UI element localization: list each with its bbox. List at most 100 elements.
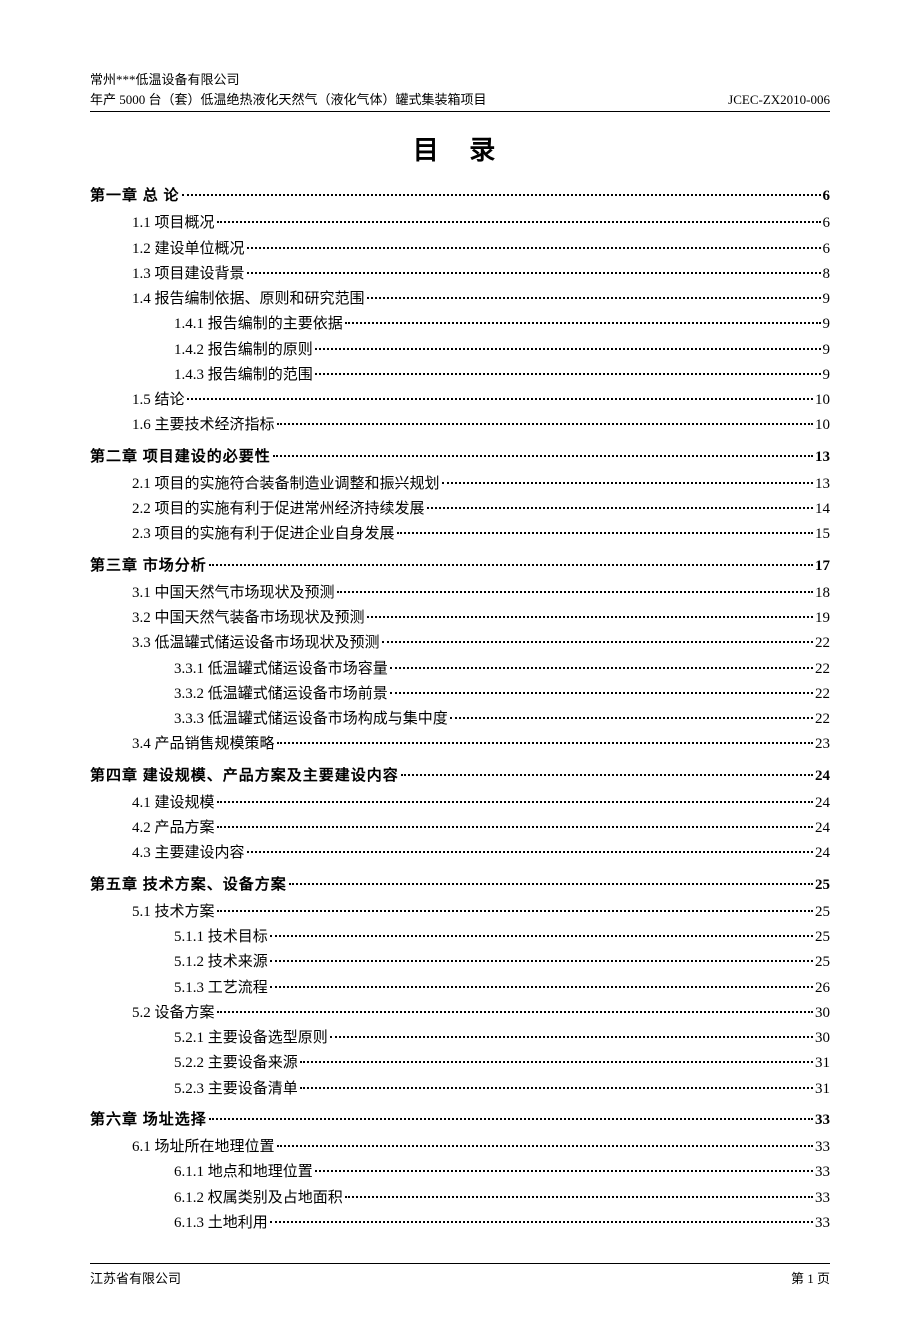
toc-entry-page: 33	[815, 1161, 830, 1184]
footer-right: 第 1 页	[791, 1268, 830, 1287]
toc-entry-label: 第四章 建设规模、产品方案及主要建设内容	[90, 765, 399, 788]
toc-entry-page: 9	[823, 364, 831, 387]
toc-entry-label: 1.4.3 报告编制的范围	[174, 364, 313, 387]
toc-entry-page: 8	[823, 263, 831, 286]
toc-leader-dots	[277, 742, 813, 744]
toc-leader-dots	[277, 423, 813, 425]
toc-entry: 3.2 中国天然气装备市场现状及预测19	[90, 607, 830, 630]
toc-entry: 3.3.1 低温罐式储运设备市场容量22	[90, 658, 830, 681]
toc-leader-dots	[277, 1145, 813, 1147]
toc-entry: 4.2 产品方案 24	[90, 817, 830, 840]
toc-entry-page: 13	[815, 473, 830, 496]
toc-entry-label: 4.2 产品方案	[132, 817, 215, 840]
toc-entry-page: 6	[823, 185, 831, 208]
toc-entry-page: 30	[815, 1002, 830, 1025]
toc-entry-label: 第五章 技术方案、设备方案	[90, 874, 287, 897]
toc-entry-page: 15	[815, 523, 830, 546]
toc-leader-dots	[217, 1011, 813, 1013]
toc-leader-dots	[315, 1170, 813, 1172]
header-project: 年产 5000 台（套）低温绝热液化天然气（液化气体）罐式集装箱项目	[90, 90, 728, 110]
toc-entry: 4.3 主要建设内容 24	[90, 842, 830, 865]
toc-entry-label: 6.1.3 土地利用	[174, 1212, 268, 1235]
toc-leader-dots	[289, 883, 813, 885]
toc-entry-page: 25	[815, 926, 830, 949]
toc-entry-page: 9	[823, 288, 831, 311]
toc-entry: 2.1 项目的实施符合装备制造业调整和振兴规划13	[90, 473, 830, 496]
page-header: 常州***低温设备有限公司 年产 5000 台（套）低温绝热液化天然气（液化气体…	[90, 70, 830, 112]
toc-leader-dots	[345, 1196, 813, 1198]
toc-entry-label: 5.2.1 主要设备选型原则	[174, 1027, 328, 1050]
toc-entry: 3.3 低温罐式储运设备市场现状及预测22	[90, 632, 830, 655]
toc-entry-label: 3.2 中国天然气装备市场现状及预测	[132, 607, 365, 630]
toc-entry-label: 5.2 设备方案	[132, 1002, 215, 1025]
toc-leader-dots	[217, 826, 813, 828]
toc-leader-dots	[300, 1061, 813, 1063]
toc-entry-page: 30	[815, 1027, 830, 1050]
toc-entry-label: 1.1 项目概况	[132, 212, 215, 235]
toc-entry-label: 3.3.2 低温罐式储运设备市场前景	[174, 683, 388, 706]
toc-entry-label: 6.1.2 权属类别及占地面积	[174, 1187, 343, 1210]
toc-title: 目 录	[90, 130, 830, 167]
toc-entry-label: 3.4 产品销售规模策略	[132, 733, 275, 756]
toc-entry: 3.3.3 低温罐式储运设备市场构成与集中度22	[90, 708, 830, 731]
toc-entry-page: 24	[815, 792, 830, 815]
toc-entry-label: 5.1.2 技术来源	[174, 951, 268, 974]
toc-entry-label: 3.3.3 低温罐式储运设备市场构成与集中度	[174, 708, 448, 731]
toc-leader-dots	[217, 910, 813, 912]
toc-entry-page: 24	[815, 817, 830, 840]
toc-entry: 6.1 场址所在地理位置 33	[90, 1136, 830, 1159]
toc-entry: 3.4 产品销售规模策略23	[90, 733, 830, 756]
toc-entry-page: 13	[815, 446, 830, 469]
toc-entry-page: 9	[823, 313, 831, 336]
toc-leader-dots	[450, 717, 813, 719]
toc-entry: 6.1.1 地点和地理位置 33	[90, 1161, 830, 1184]
toc-entry: 1.4.3 报告编制的范围 9	[90, 364, 830, 387]
toc-leader-dots	[273, 455, 813, 457]
toc-entry-page: 33	[815, 1136, 830, 1159]
toc-entry-label: 第二章 项目建设的必要性	[90, 446, 271, 469]
toc-entry: 1.3 项目建设背景8	[90, 263, 830, 286]
toc-entry-label: 第六章 场址选择	[90, 1109, 207, 1132]
toc-leader-dots	[217, 221, 821, 223]
header-company: 常州***低温设备有限公司	[90, 70, 728, 90]
toc-leader-dots	[315, 348, 821, 350]
toc-entry-page: 25	[815, 901, 830, 924]
toc-entry: 6.1.2 权属类别及占地面积 33	[90, 1187, 830, 1210]
toc-entry-page: 26	[815, 977, 830, 1000]
toc-entry-page: 33	[815, 1187, 830, 1210]
toc-entry-label: 4.3 主要建设内容	[132, 842, 245, 865]
toc-leader-dots	[247, 851, 813, 853]
toc-leader-dots	[300, 1087, 813, 1089]
toc-entry-label: 第一章 总 论	[90, 185, 180, 208]
toc-entry-page: 24	[815, 842, 830, 865]
toc-entry-label: 1.4.1 报告编制的主要依据	[174, 313, 343, 336]
toc-entry-label: 6.1.1 地点和地理位置	[174, 1161, 313, 1184]
toc-entry: 第三章 市场分析17	[90, 555, 830, 578]
toc-entry-label: 5.1 技术方案	[132, 901, 215, 924]
toc-entry: 4.1 建设规模 24	[90, 792, 830, 815]
toc-entry: 3.1 中国天然气市场现状及预测18	[90, 582, 830, 605]
toc-leader-dots	[217, 801, 813, 803]
toc-entry-page: 22	[815, 683, 830, 706]
toc-leader-dots	[367, 297, 821, 299]
toc-entry-page: 22	[815, 632, 830, 655]
toc-leader-dots	[270, 935, 813, 937]
toc-leader-dots	[382, 641, 813, 643]
toc-entry: 5.2 设备方案 30	[90, 1002, 830, 1025]
toc-leader-dots	[427, 507, 813, 509]
toc-entry: 2.3 项目的实施有利于促进企业自身发展15	[90, 523, 830, 546]
toc-entry: 5.2.2 主要设备来源31	[90, 1052, 830, 1075]
toc-entry: 3.3.2 低温罐式储运设备市场前景 22	[90, 683, 830, 706]
toc-entry-label: 4.1 建设规模	[132, 792, 215, 815]
toc-entry-label: 6.1 场址所在地理位置	[132, 1136, 275, 1159]
toc-entry-page: 9	[823, 339, 831, 362]
toc-entry: 1.4.2 报告编制的原则9	[90, 339, 830, 362]
toc-entry: 1.6 主要技术经济指标10	[90, 414, 830, 437]
toc-entry-page: 18	[815, 582, 830, 605]
footer-left: 江苏省有限公司	[90, 1268, 181, 1287]
toc-entry-page: 33	[815, 1212, 830, 1235]
toc-list: 第一章 总 论61.1 项目概况61.2 建设单位概况61.3 项目建设背景81…	[90, 185, 830, 1235]
page-footer: 江苏省有限公司 第 1 页	[90, 1263, 830, 1287]
toc-entry-label: 3.3.1 低温罐式储运设备市场容量	[174, 658, 388, 681]
toc-entry: 2.2 项目的实施有利于促进常州经济持续发展14	[90, 498, 830, 521]
